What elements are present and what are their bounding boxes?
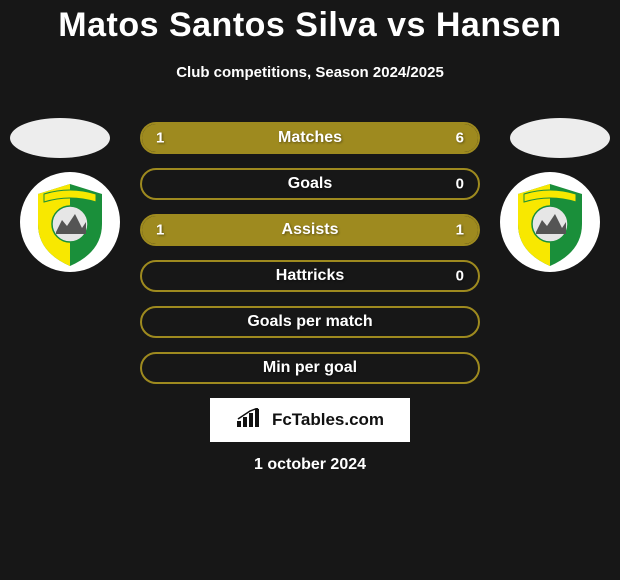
stat-bar-label: Min per goal	[263, 359, 357, 377]
stat-bar-label: Goals	[288, 175, 332, 193]
club-badge-right	[500, 172, 600, 272]
stat-bar-value-left: 1	[156, 130, 164, 147]
branding-text: FcTables.com	[272, 410, 384, 430]
branding-chart-icon	[236, 408, 262, 433]
stat-bar-value-right: 1	[456, 222, 464, 239]
stat-bar-label: Goals per match	[247, 313, 372, 331]
stat-bar-row: Min per goal	[140, 352, 480, 384]
stat-bar-row: Goals 0	[140, 168, 480, 200]
stat-bars: Matches 1 6 Goals 0 Assists 1 1 Hattricks 0 Goals …	[140, 122, 480, 398]
stat-bar-value-right: 0	[456, 268, 464, 285]
page-subtitle: Club competitions, Season 2024/2025	[0, 64, 620, 81]
stat-bar-row: Hattricks 0	[140, 260, 480, 292]
stat-bar-label: Hattricks	[276, 267, 344, 285]
date-label: 1 october 2024	[0, 456, 620, 474]
stat-bar-value-right: 6	[456, 130, 464, 147]
stat-bar-value-left: 1	[156, 222, 164, 239]
player-avatar-right	[510, 118, 610, 158]
stat-bar-label: Matches	[278, 129, 342, 147]
player-avatar-left	[10, 118, 110, 158]
branding-box: FcTables.com	[210, 398, 410, 442]
stat-bar-row: Assists 1 1	[140, 214, 480, 246]
stat-bar-label: Assists	[282, 221, 339, 239]
stat-bar-fill-left	[142, 124, 190, 152]
page-title: Matos Santos Silva vs Hansen	[0, 6, 620, 45]
stat-bar-row: Matches 1 6	[140, 122, 480, 154]
club-badge-left	[20, 172, 120, 272]
stat-bar-row: Goals per match	[140, 306, 480, 338]
stat-bar-value-right: 0	[456, 176, 464, 193]
